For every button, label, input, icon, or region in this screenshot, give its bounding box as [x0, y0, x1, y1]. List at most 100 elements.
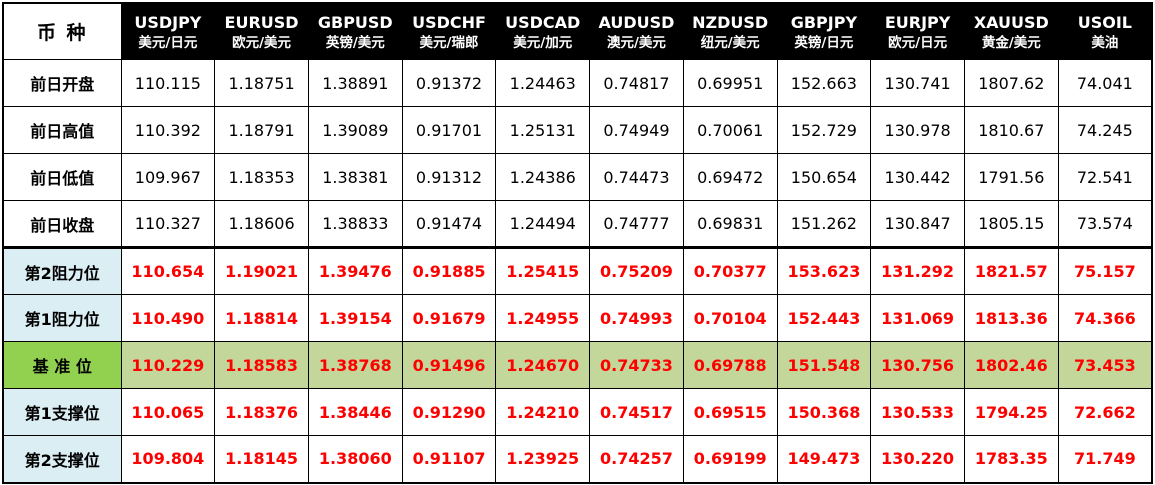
value-cell: 110.327 — [120, 200, 216, 248]
value-cell: 0.69831 — [682, 200, 778, 248]
value-cell: 130.220 — [870, 435, 965, 483]
value-cell: 0.74993 — [589, 294, 684, 342]
value-cell: 130.442 — [870, 153, 965, 201]
value-cell: 1.39476 — [307, 246, 403, 295]
value-cell: 130.533 — [870, 388, 965, 436]
column-header-usdcad: USDCAD 美元/加元 — [495, 2, 591, 60]
pair-label: 欧元/美元 — [232, 35, 292, 52]
value-cell: 0.91701 — [401, 106, 497, 154]
symbol-label: USDJPY — [134, 13, 202, 33]
value-cell: 0.74817 — [589, 59, 684, 107]
value-cell: 0.91679 — [401, 294, 497, 342]
value-cell: 0.74517 — [589, 388, 684, 436]
value-cell: 1821.57 — [963, 246, 1059, 295]
value-cell: 0.69515 — [682, 388, 778, 436]
value-cell: 131.292 — [870, 246, 965, 295]
value-cell: 1.23925 — [495, 435, 591, 483]
row-label: 前日收盘 — [2, 200, 122, 248]
column-header-usdjpy: USDJPY 美元/日元 — [120, 2, 216, 60]
value-cell: 110.654 — [120, 246, 216, 295]
value-cell: 1.24955 — [495, 294, 591, 342]
row-label: 第1阻力位 — [2, 294, 122, 342]
value-cell: 149.473 — [776, 435, 872, 483]
value-cell: 1.38381 — [307, 153, 403, 201]
value-cell: 150.654 — [776, 153, 872, 201]
column-header-xauusd: XAUUSD 黄金/美元 — [963, 2, 1059, 60]
value-cell: 0.74257 — [589, 435, 684, 483]
column-header-usoil: USOIL 美油 — [1057, 2, 1153, 60]
value-cell: 1794.25 — [963, 388, 1059, 436]
symbol-label: EURJPY — [884, 13, 951, 33]
table-row: 第1支撑位 110.065 1.18376 1.38446 0.91290 1.24210… — [2, 388, 1153, 436]
symbol-label: GBPUSD — [317, 13, 393, 33]
value-cell: 73.453 — [1057, 341, 1153, 389]
value-cell: 1.25415 — [495, 246, 591, 295]
value-cell: 150.368 — [776, 388, 872, 436]
table-row: 第2阻力位 110.654 1.19021 1.39476 0.91885 1.25415… — [2, 246, 1153, 295]
value-cell: 130.847 — [870, 200, 965, 248]
value-cell: 74.366 — [1057, 294, 1153, 342]
value-cell: 110.490 — [120, 294, 216, 342]
value-cell: 130.741 — [870, 59, 965, 107]
value-cell: 0.91885 — [401, 246, 497, 295]
column-header-eurjpy: EURJPY 欧元/日元 — [870, 2, 965, 60]
pair-label: 美元/日元 — [138, 35, 198, 52]
header-row: 币 种 USDJPY 美元/日元 EURUSD 欧元/美元 GBPUSD 英镑/美元 USD… — [2, 2, 1153, 60]
value-cell: 72.662 — [1057, 388, 1153, 436]
value-cell: 1.24494 — [495, 200, 591, 248]
table-row: 第1阻力位 110.490 1.18814 1.39154 0.91679 1.24955… — [2, 294, 1153, 342]
value-cell: 71.749 — [1057, 435, 1153, 483]
table-header: 币 种 USDJPY 美元/日元 EURUSD 欧元/美元 GBPUSD 英镑/美元 USD… — [2, 2, 1153, 60]
value-cell: 1791.56 — [963, 153, 1059, 201]
value-cell: 0.91474 — [401, 200, 497, 248]
pair-label: 英镑/美元 — [325, 35, 385, 52]
value-cell: 130.756 — [870, 341, 965, 389]
value-cell: 110.065 — [120, 388, 216, 436]
value-cell: 1805.15 — [963, 200, 1059, 248]
symbol-label: GBPJPY — [790, 13, 858, 33]
value-cell: 72.541 — [1057, 153, 1153, 201]
pair-label: 英镑/日元 — [794, 35, 854, 52]
value-cell: 1.18583 — [214, 341, 309, 389]
value-cell: 0.74949 — [589, 106, 684, 154]
value-cell: 1783.35 — [963, 435, 1059, 483]
value-cell: 0.74473 — [589, 153, 684, 201]
corner-cell-currency-type: 币 种 — [2, 2, 122, 60]
value-cell: 1.38891 — [307, 59, 403, 107]
value-cell: 1.38060 — [307, 435, 403, 483]
value-cell: 110.229 — [120, 341, 216, 389]
value-cell: 1.24670 — [495, 341, 591, 389]
value-cell: 74.245 — [1057, 106, 1153, 154]
value-cell: 110.115 — [120, 59, 216, 107]
value-cell: 0.91312 — [401, 153, 497, 201]
value-cell: 75.157 — [1057, 246, 1153, 295]
row-label: 基 准 位 — [2, 341, 122, 389]
value-cell: 152.729 — [776, 106, 872, 154]
value-cell: 1.18606 — [214, 200, 309, 248]
pair-label: 黄金/美元 — [981, 35, 1041, 52]
value-cell: 109.804 — [120, 435, 216, 483]
value-cell: 0.70061 — [682, 106, 778, 154]
pair-label: 澳元/美元 — [606, 35, 666, 52]
value-cell: 0.91290 — [401, 388, 497, 436]
value-cell: 0.69472 — [682, 153, 778, 201]
value-cell: 1813.36 — [963, 294, 1059, 342]
value-cell: 152.443 — [776, 294, 872, 342]
value-cell: 0.91107 — [401, 435, 497, 483]
value-cell: 0.70377 — [682, 246, 778, 295]
value-cell: 152.663 — [776, 59, 872, 107]
row-label: 前日高值 — [2, 106, 122, 154]
column-header-nzdusd: NZDUSD 纽元/美元 — [682, 2, 778, 60]
symbol-label: AUDUSD — [598, 13, 675, 33]
value-cell: 1.18376 — [214, 388, 309, 436]
column-header-eurusd: EURUSD 欧元/美元 — [214, 2, 309, 60]
value-cell: 0.75209 — [589, 246, 684, 295]
value-cell: 0.69788 — [682, 341, 778, 389]
value-cell: 110.392 — [120, 106, 216, 154]
value-cell: 130.978 — [870, 106, 965, 154]
value-cell: 1.18353 — [214, 153, 309, 201]
symbol-label: USDCHF — [412, 13, 486, 33]
symbol-label: NZDUSD — [692, 13, 769, 33]
table-row: 前日低值 109.967 1.18353 1.38381 0.91312 1.24386 0… — [2, 153, 1153, 201]
